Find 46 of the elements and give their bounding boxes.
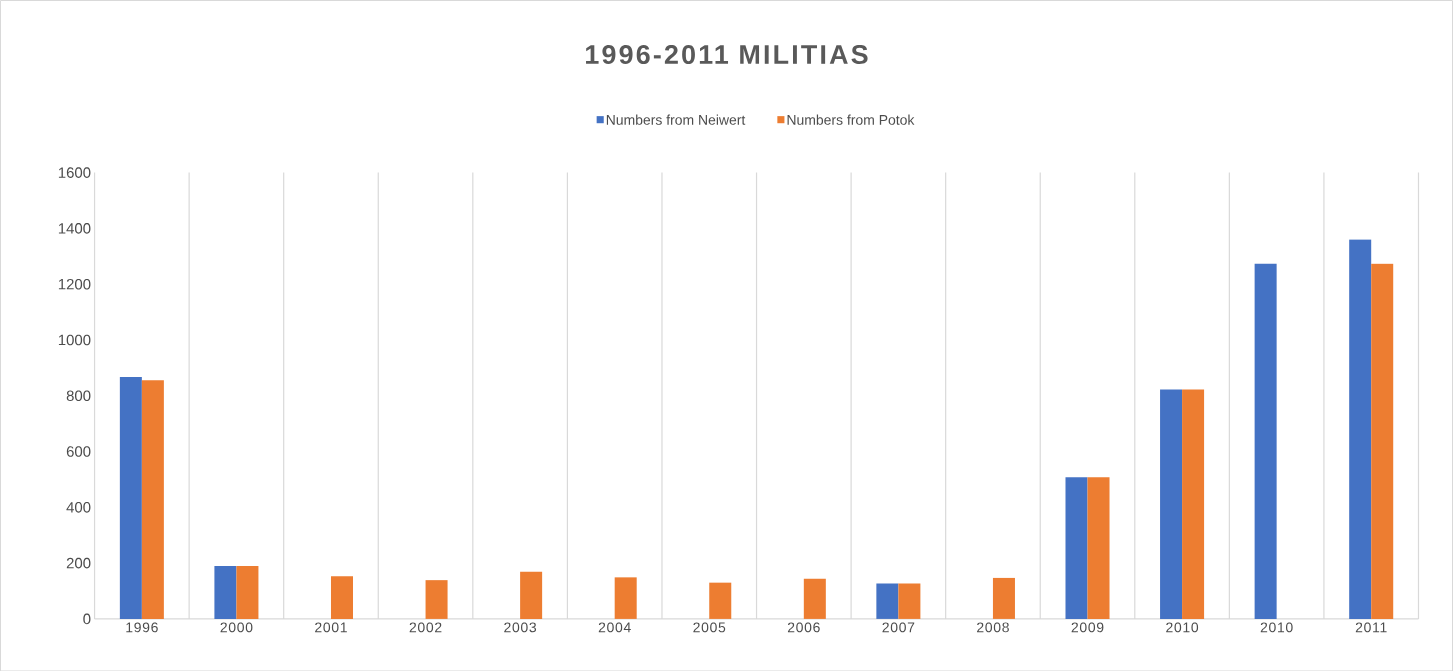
bar — [803, 578, 826, 619]
x-tick-label: 2010 — [1166, 622, 1199, 633]
bar — [520, 571, 543, 619]
x-tick-label: 2008 — [977, 622, 1009, 633]
y-tick-label: 1000 — [58, 334, 91, 346]
x-tick-label: 2009 — [1071, 622, 1104, 633]
legend-label: Numbers from Potok — [787, 114, 915, 125]
bar — [1254, 263, 1277, 619]
x-tick-label: 2005 — [693, 622, 726, 633]
bar — [330, 576, 353, 619]
bar — [214, 565, 237, 619]
bar — [614, 577, 637, 619]
bar — [425, 579, 448, 619]
bar — [1349, 239, 1372, 619]
y-tick-label: 1200 — [58, 278, 91, 290]
y-tick-label: 0 — [83, 613, 91, 624]
bar — [709, 582, 732, 619]
bar — [119, 376, 142, 619]
chart-title: 1996-2011 MILITIAS — [586, 44, 868, 64]
legend-label: Numbers from Neiwert — [606, 114, 746, 125]
x-tick-label: 2004 — [598, 622, 631, 633]
x-tick-label: 2001 — [315, 622, 347, 633]
bar — [898, 583, 921, 619]
bar — [1087, 476, 1110, 619]
bar — [1065, 476, 1088, 619]
x-tick-label: 1996 — [126, 622, 158, 633]
x-tick-label: 2007 — [882, 622, 915, 633]
x-tick-label: 2006 — [787, 622, 820, 633]
bar — [992, 577, 1015, 619]
x-tick-label: 2011 — [1355, 622, 1387, 633]
x-tick-label: 2010 — [1260, 622, 1293, 633]
bar — [876, 583, 899, 619]
x-tick-label: 2000 — [220, 622, 253, 633]
y-tick-label: 1400 — [58, 222, 91, 234]
y-tick-label: 1600 — [58, 167, 91, 178]
x-tick-label: 2003 — [504, 622, 537, 633]
y-tick-label: 600 — [66, 446, 91, 457]
x-tick-label: 2002 — [409, 622, 442, 633]
bar — [141, 379, 164, 619]
bar — [1371, 263, 1394, 619]
bar — [236, 565, 259, 619]
bar — [1182, 389, 1205, 619]
y-tick-label: 200 — [66, 557, 91, 569]
y-tick-label: 400 — [66, 501, 91, 513]
y-tick-label: 800 — [66, 390, 91, 401]
bar — [1160, 389, 1183, 619]
